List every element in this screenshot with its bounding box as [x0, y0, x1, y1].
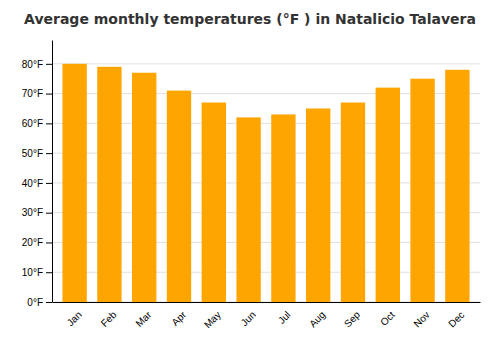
tick-label: Apr — [169, 309, 188, 328]
plot: 0°F 10°F 20°F 30°F 40°F 50°F 60°F 70°F 80°F Jan Fe… — [22, 41, 481, 331]
bar — [445, 70, 469, 302]
bar — [341, 103, 365, 302]
tick-mark — [46, 153, 52, 154]
tick: Mar — [133, 309, 153, 329]
tick-mark — [46, 94, 52, 95]
tick-label: 40°F — [22, 178, 43, 189]
bar — [271, 114, 295, 302]
tick-mark — [46, 64, 52, 65]
tick-label: 60°F — [22, 118, 43, 129]
title: Average monthly temperatures (°F ) in Na… — [24, 11, 476, 27]
bar — [132, 73, 156, 302]
tick: Sep — [342, 309, 363, 330]
tick-label: Nov — [411, 309, 431, 329]
tick-label: May — [202, 309, 223, 330]
tick: Aug — [307, 309, 327, 329]
tick-label: Oct — [378, 309, 397, 328]
tick-mark — [46, 302, 52, 303]
tick-label: Dec — [446, 309, 466, 329]
axis-line — [53, 302, 481, 303]
tick-label: 30°F — [22, 207, 43, 218]
tick: Jun — [239, 309, 258, 328]
bar — [410, 79, 434, 302]
tick: 40°F — [22, 178, 52, 189]
tick-label: Mar — [133, 309, 153, 329]
tick: Jul — [276, 309, 293, 326]
tick-label: Jan — [65, 309, 84, 328]
bar — [236, 117, 260, 302]
tick-label: Jun — [239, 309, 258, 328]
x-axis: Jan Feb Mar Apr May Jun Jul Aug Sep Oct Nov Dec — [53, 303, 481, 331]
tick: 30°F — [22, 207, 52, 218]
tick-mark — [46, 213, 52, 214]
tick-label: Aug — [307, 309, 327, 329]
tick-mark — [46, 183, 52, 184]
tick: May — [202, 309, 223, 330]
tick-label: Jul — [276, 309, 293, 326]
tick-label: 10°F — [22, 267, 43, 278]
bar — [167, 91, 191, 302]
tick: 70°F — [22, 88, 52, 99]
tick: 10°F — [22, 267, 52, 278]
tick-label: 20°F — [22, 237, 43, 248]
y-axis: 0°F 10°F 20°F 30°F 40°F 50°F 60°F 70°F 80°F — [22, 41, 53, 308]
tick-label: 50°F — [22, 148, 43, 159]
bar — [202, 103, 226, 302]
tick: 20°F — [22, 237, 52, 248]
tick-mark — [46, 242, 52, 243]
grid-line — [52, 63, 480, 64]
bar — [376, 88, 400, 302]
tick: 0°F — [27, 297, 52, 308]
tick: Apr — [169, 309, 188, 328]
axis-line — [52, 41, 53, 303]
tick: Nov — [411, 309, 431, 329]
tick: Oct — [378, 309, 397, 328]
tick: 80°F — [22, 59, 52, 70]
tick-label: 0°F — [27, 297, 43, 308]
tick-label: 70°F — [22, 88, 43, 99]
tick: Feb — [99, 309, 119, 329]
tick-label: 80°F — [22, 59, 43, 70]
bar — [97, 67, 121, 302]
tick-label: Feb — [99, 309, 119, 329]
chart: 0°F 10°F 20°F 30°F 40°F 50°F 60°F 70°F 80°F Jan Fe… — [0, 0, 500, 350]
bar — [306, 108, 330, 302]
tick: Dec — [446, 309, 466, 329]
bar — [62, 64, 86, 302]
grid — [52, 64, 480, 302]
tick-mark — [46, 272, 52, 273]
tick-mark — [46, 123, 52, 124]
bars — [62, 64, 469, 302]
tick: Jan — [65, 309, 84, 328]
tick: 50°F — [22, 148, 52, 159]
tick: 60°F — [22, 118, 52, 129]
tick-label: Sep — [342, 309, 363, 330]
